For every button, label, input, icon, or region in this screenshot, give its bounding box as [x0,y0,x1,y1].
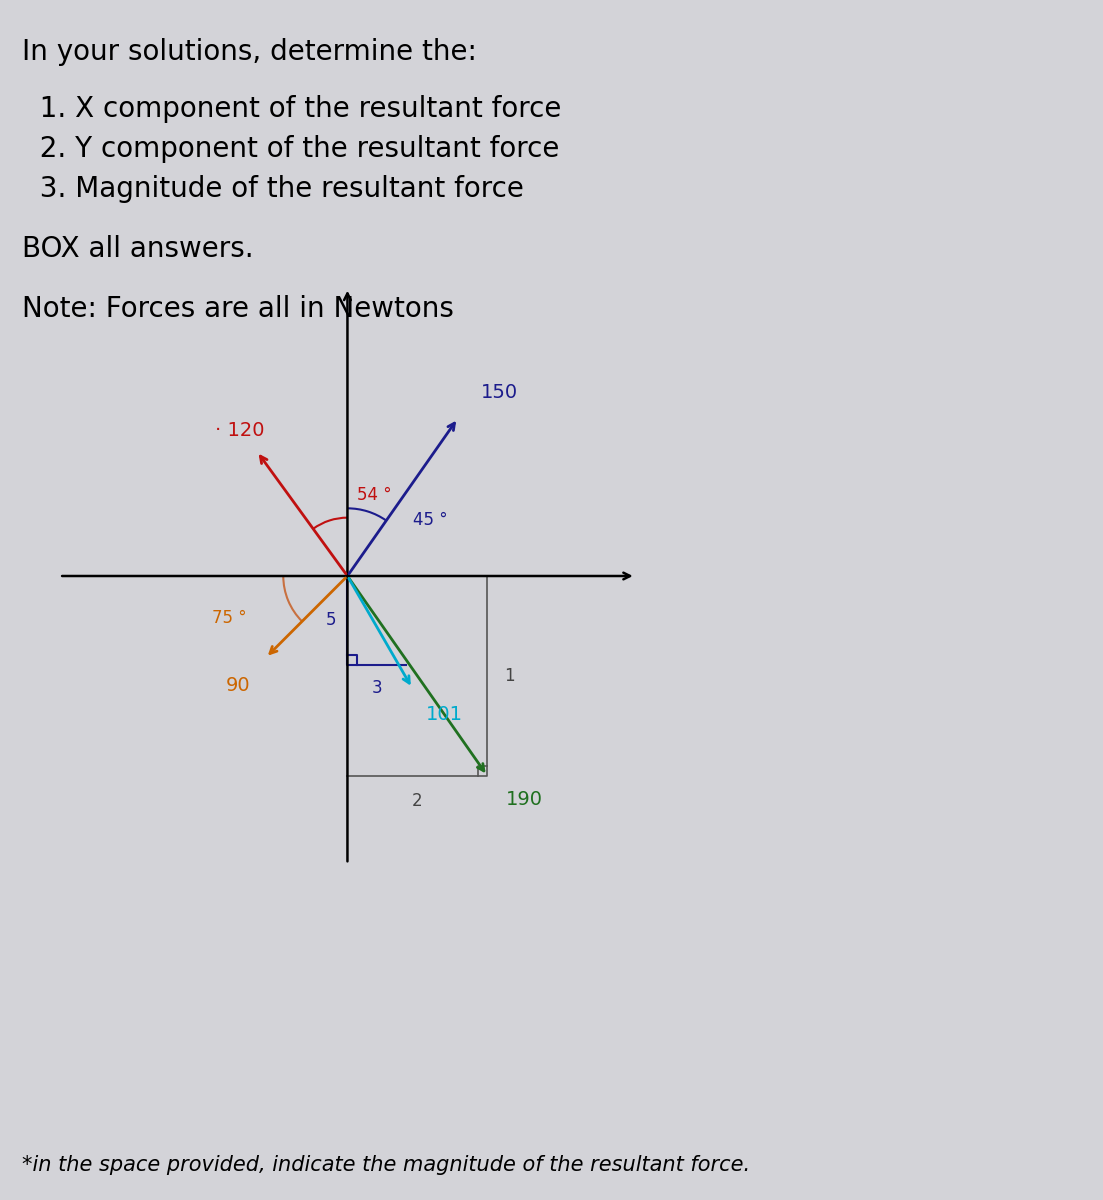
Text: 3. Magnitude of the resultant force: 3. Magnitude of the resultant force [22,175,524,203]
Text: 101: 101 [426,704,463,724]
Text: 150: 150 [481,383,518,402]
Text: · 120: · 120 [215,421,265,439]
Text: In your solutions, determine the:: In your solutions, determine the: [22,38,476,66]
Text: 54 °: 54 ° [356,486,392,504]
Text: 5: 5 [325,611,336,629]
Text: 3: 3 [372,679,382,697]
Text: Note: Forces are all in Newtons: Note: Forces are all in Newtons [22,295,453,323]
Text: 2. Y component of the resultant force: 2. Y component of the resultant force [22,134,559,163]
Text: 2: 2 [413,792,422,810]
Text: 1: 1 [504,667,514,685]
Text: 1. X component of the resultant force: 1. X component of the resultant force [22,95,561,122]
Text: *in the space provided, indicate the magnitude of the resultant force.: *in the space provided, indicate the mag… [22,1154,750,1175]
Text: 90: 90 [225,677,250,695]
Text: 75 °: 75 ° [213,608,247,626]
Text: 190: 190 [506,790,543,809]
Text: BOX all answers.: BOX all answers. [22,235,254,263]
Text: 45 °: 45 ° [413,511,448,529]
